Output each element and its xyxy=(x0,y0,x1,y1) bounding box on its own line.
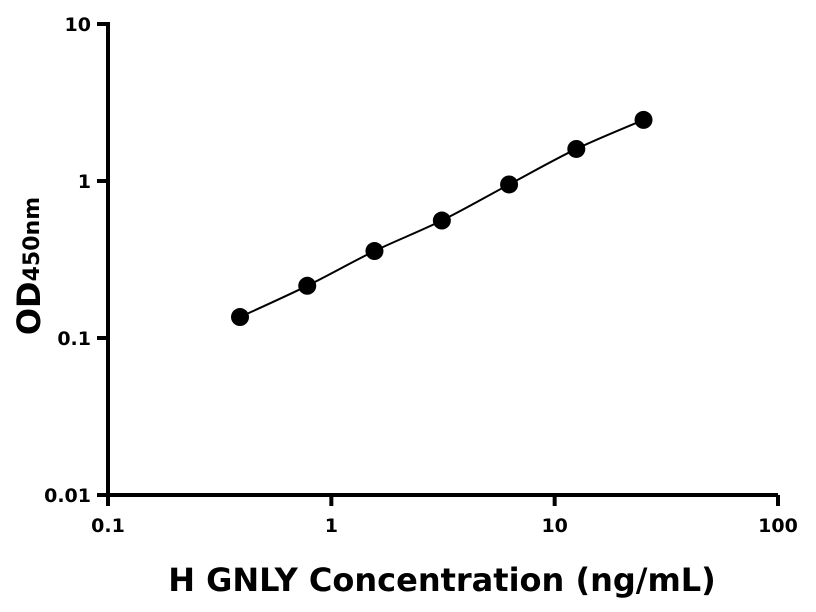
x-tick-label: 0.1 xyxy=(91,515,125,537)
x-tick-label: 1 xyxy=(325,515,338,537)
y-tick-label: 10 xyxy=(65,14,91,36)
data-point xyxy=(634,110,653,129)
x-tick-label: 10 xyxy=(541,515,567,537)
data-points-layer xyxy=(231,110,653,327)
data-point xyxy=(298,276,317,295)
y-tick-label: 1 xyxy=(78,171,91,193)
data-point xyxy=(432,211,451,230)
y-axis-title: OD450nm xyxy=(10,197,48,335)
y-axis-title-subscript: 450nm xyxy=(20,197,45,282)
x-tick-label: 100 xyxy=(758,515,798,537)
x-axis-title: H GNLY Concentration (ng/mL) xyxy=(168,561,716,599)
axes xyxy=(106,22,778,497)
y-tick-label: 0.1 xyxy=(57,328,91,350)
y-tick-label: 0.01 xyxy=(44,485,91,507)
data-point xyxy=(231,308,250,327)
data-point xyxy=(567,139,586,158)
data-point xyxy=(500,175,519,194)
y-axis-title-main: OD xyxy=(10,281,48,335)
data-point xyxy=(365,242,384,261)
